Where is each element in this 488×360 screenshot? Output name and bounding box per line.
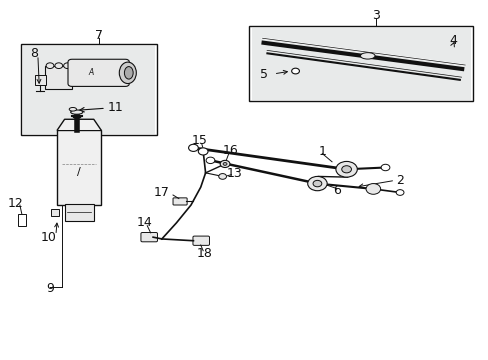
Text: 17: 17 [154,186,169,199]
Bar [35,75,46,85]
Circle shape [188,144,198,152]
Circle shape [312,180,321,187]
Text: A: A [88,68,94,77]
Text: 16: 16 [223,144,238,157]
FancyBboxPatch shape [45,66,72,89]
Bar [251,28,469,100]
Ellipse shape [124,67,133,79]
Text: 3: 3 [371,9,379,22]
Ellipse shape [69,108,76,111]
Bar [21,44,157,135]
Circle shape [366,184,380,194]
Circle shape [205,157,214,163]
FancyBboxPatch shape [141,233,157,242]
Text: 2: 2 [395,174,403,186]
Text: 4: 4 [449,34,457,47]
Text: 13: 13 [226,167,242,180]
Text: 12: 12 [8,197,24,210]
Text: 7: 7 [95,29,102,42]
Circle shape [335,161,357,177]
Text: 9: 9 [46,283,54,296]
Text: 8: 8 [30,47,39,60]
Text: 15: 15 [191,134,207,147]
Circle shape [63,63,71,68]
Circle shape [55,63,62,68]
Circle shape [223,162,226,165]
FancyBboxPatch shape [193,236,209,246]
FancyBboxPatch shape [173,198,187,205]
Text: 5: 5 [260,68,267,81]
Text: 11: 11 [107,101,123,114]
Bar [18,214,26,226]
Polygon shape [57,119,101,130]
Circle shape [307,176,326,191]
Circle shape [218,174,226,179]
Ellipse shape [71,110,82,114]
Ellipse shape [119,62,136,84]
Circle shape [198,148,207,155]
Text: 14: 14 [136,216,152,229]
Text: 10: 10 [41,231,57,244]
Circle shape [220,160,229,167]
Text: 6: 6 [332,184,340,197]
Text: 1: 1 [318,145,325,158]
Circle shape [380,164,389,171]
Text: /: / [77,167,81,177]
FancyBboxPatch shape [57,130,101,205]
Circle shape [395,190,403,195]
Bar [64,204,94,221]
Circle shape [46,63,54,68]
Ellipse shape [360,53,374,59]
Text: 18: 18 [196,247,212,260]
Bar [23,46,154,134]
Circle shape [291,68,299,74]
Circle shape [341,166,351,173]
FancyBboxPatch shape [68,59,129,86]
Bar [51,208,59,216]
Bar [249,26,472,102]
